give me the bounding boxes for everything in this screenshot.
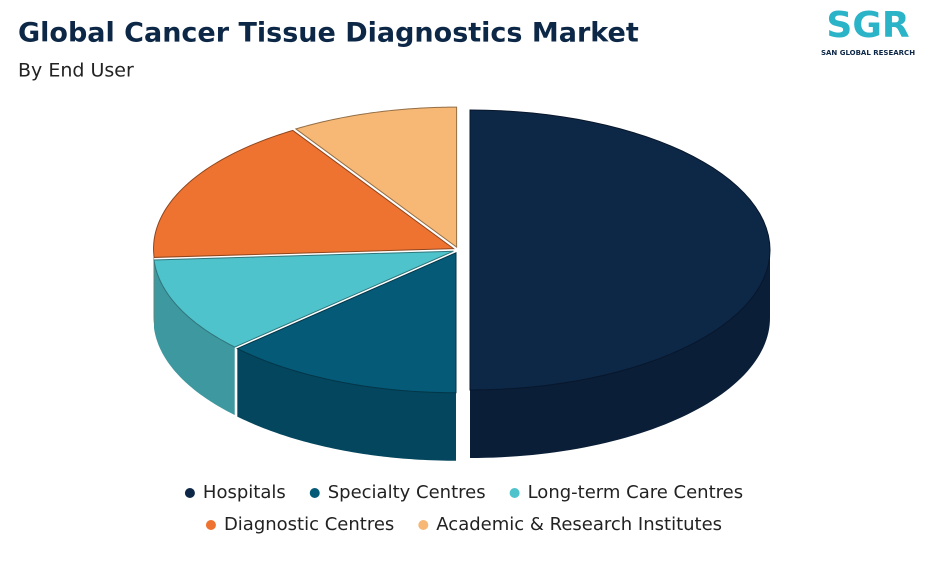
- legend-label: Hospitals: [203, 482, 286, 503]
- slice: [153, 129, 456, 258]
- slice: [236, 251, 457, 394]
- slice: [469, 109, 771, 391]
- slice-side: [237, 348, 457, 461]
- legend-label: Specialty Centres: [328, 482, 486, 503]
- slice-side: [470, 250, 770, 458]
- slice-side: [153, 248, 155, 326]
- slice: [294, 106, 458, 249]
- legend-label: Academic & Research Institutes: [436, 514, 722, 535]
- legend-row: Diagnostic Centres Academic & Research In…: [205, 514, 722, 535]
- logo-subtitle: SAN GLOBAL RESEARCH: [821, 49, 915, 57]
- legend-label: Diagnostic Centres: [224, 514, 394, 535]
- slice-side: [154, 259, 235, 416]
- legend-swatch: [509, 488, 520, 498]
- logo-text: SGR: [826, 5, 909, 46]
- slice: [153, 250, 454, 348]
- legend-label: Long-term Care Centres: [528, 482, 744, 503]
- legend-swatch: [309, 488, 320, 498]
- chart-subtitle: By End User: [18, 60, 134, 82]
- chart-title: Global Cancer Tissue Diagnostics Market: [18, 18, 639, 49]
- legend-row: Hospitals Specialty Centres Long-term Care…: [184, 482, 744, 503]
- legend-swatch: [205, 520, 216, 530]
- legend-swatch: [418, 520, 429, 530]
- legend-swatch: [184, 488, 195, 498]
